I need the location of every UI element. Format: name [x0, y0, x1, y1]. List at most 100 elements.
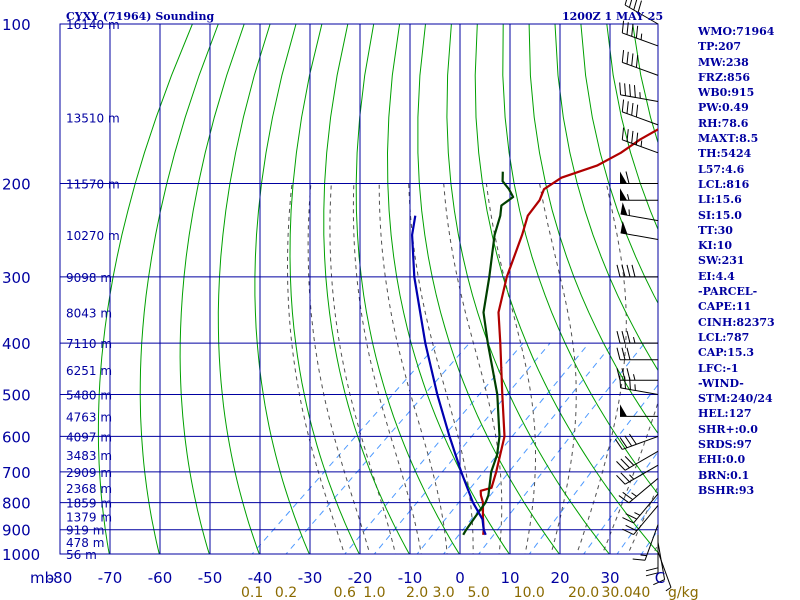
wind-barb-tick — [635, 132, 639, 145]
mixing-ratio-label: 5.0 — [467, 585, 489, 600]
wind-barb-tick — [625, 171, 630, 184]
wind-barb-tick — [622, 517, 634, 524]
wind-barb-tick — [629, 433, 637, 445]
temperature-tick-label: -10 — [398, 569, 423, 587]
moist-adiabat-line — [329, 183, 396, 554]
dry-adiabat-line — [554, 24, 658, 372]
height-label: 6251 m — [66, 364, 112, 378]
wind-barb-staff — [624, 4, 659, 25]
height-label: 2909 m — [66, 466, 112, 480]
wind-barb-tick — [625, 513, 638, 520]
temperature-tick-label: 20 — [550, 569, 569, 587]
plot-frame — [59, 23, 659, 555]
temperature-tick-label: 0 — [455, 569, 465, 587]
wind-barb — [624, 0, 659, 25]
wind-barb-tick — [624, 0, 628, 6]
wind-barb-tick — [624, 435, 633, 447]
height-label: 5480 m — [66, 388, 112, 402]
mixing-ratio-label: 30.0 — [601, 585, 632, 600]
height-label: 2368 m — [66, 482, 112, 496]
dry-adiabat-line — [179, 24, 245, 554]
temperature-tick-label: 10 — [500, 569, 519, 587]
dry-adiabats — [97, 24, 658, 554]
dry-adiabat-line — [502, 24, 658, 495]
height-label: 7110 m — [66, 337, 112, 351]
mixing-ratio-label: 20.0 — [568, 585, 599, 600]
index-item: SRDS:97 — [698, 438, 752, 452]
wind-barb-tick — [626, 330, 631, 344]
index-item: SHR+:0.0 — [698, 422, 758, 436]
wind-barb — [616, 464, 659, 485]
index-item: PW:0.49 — [698, 101, 749, 115]
wind-barb-tick — [621, 50, 625, 63]
index-item: SI:15.0 — [698, 208, 742, 222]
wind-barb-half-tick — [629, 474, 635, 480]
index-item: STM:240/24 — [698, 392, 773, 406]
pressure-tick-label: 300 — [2, 269, 31, 287]
dry-adiabat-line — [355, 24, 460, 554]
wind-barb-flag — [620, 404, 627, 417]
chart-title: CYXY (71964) Sounding — [66, 10, 214, 23]
wind-barb-tick — [631, 53, 634, 66]
wind-barb-tick — [633, 0, 638, 11]
height-label: 9098 m — [66, 271, 112, 285]
wind-barb-tick — [637, 0, 642, 13]
dry-adiabat-line — [139, 24, 219, 554]
height-label: 3483 m — [66, 449, 112, 463]
wind-barb-staff — [622, 32, 659, 47]
mixing-ratio-label: 3.0 — [432, 585, 454, 600]
mixing-ratio-line — [416, 342, 590, 554]
mixing-ratio-label: 0.6 — [334, 585, 356, 600]
wind-barb-tick — [631, 130, 634, 144]
wind-barb — [632, 524, 659, 561]
wind-barb-tick — [626, 129, 629, 142]
wind-barb-tick — [621, 347, 626, 360]
wind-barb-tick — [620, 472, 630, 483]
wind-barb — [616, 347, 658, 361]
wind-barb — [621, 50, 659, 76]
wind-barb-tick — [616, 347, 621, 360]
dry-adiabat-line — [97, 24, 193, 554]
dry-adiabat-line — [417, 24, 560, 554]
dry-adiabat-line — [217, 24, 271, 554]
wind-barb-staff — [620, 94, 659, 102]
mixing-ratio-label: 0.1 — [241, 585, 263, 600]
wind-barb-tick — [626, 101, 629, 114]
wind-barb-tick — [618, 495, 630, 504]
temperature-tick-label: -50 — [198, 569, 223, 587]
index-item: -WIND- — [698, 376, 744, 390]
wind-barb-tick — [621, 127, 625, 140]
height-label: 11570 m — [66, 178, 120, 192]
index-item: WMO:71964 — [698, 25, 775, 38]
temperature-profile-line — [479, 128, 658, 535]
temperature-tick-label: -20 — [348, 569, 373, 587]
wind-barb-tick — [633, 85, 636, 98]
pressure-tick-label: 600 — [2, 428, 31, 446]
temperature-tick-label: -60 — [148, 569, 173, 587]
height-label: 478 m — [66, 536, 104, 550]
index-item: MW:238 — [698, 55, 749, 69]
sounding-indices-panel: WMO:71964 TP:207 MW:238 FRZ:856 WB0:915 PW:0.… — [698, 24, 798, 498]
wind-barb-tick — [620, 458, 630, 469]
index-item: LCL:787 — [698, 330, 750, 344]
wind-barb-half-tick — [627, 194, 630, 201]
wind-barb — [620, 188, 658, 201]
wind-barb — [619, 375, 659, 395]
isobar-grid — [59, 23, 659, 555]
index-item: CAPE:11 — [698, 300, 752, 314]
height-label: 16140 m — [66, 18, 120, 32]
wind-barb-half-tick — [634, 512, 641, 516]
wind-barb-tick — [631, 24, 634, 37]
height-label: 56 m — [66, 548, 97, 562]
wind-barb — [621, 99, 659, 126]
pressure-tick-label: 100 — [2, 16, 31, 34]
wind-barb — [620, 171, 658, 185]
mixing-ratio-unit: g/kg — [668, 585, 699, 600]
index-item: CAP:15.3 — [698, 346, 755, 360]
wind-barb-tick — [626, 22, 629, 35]
pressure-axis-label: mb — [30, 569, 54, 587]
wind-barb-tick — [625, 524, 638, 532]
temperature-tick-label: C — [655, 569, 665, 587]
wind-barb-tick — [621, 264, 626, 277]
